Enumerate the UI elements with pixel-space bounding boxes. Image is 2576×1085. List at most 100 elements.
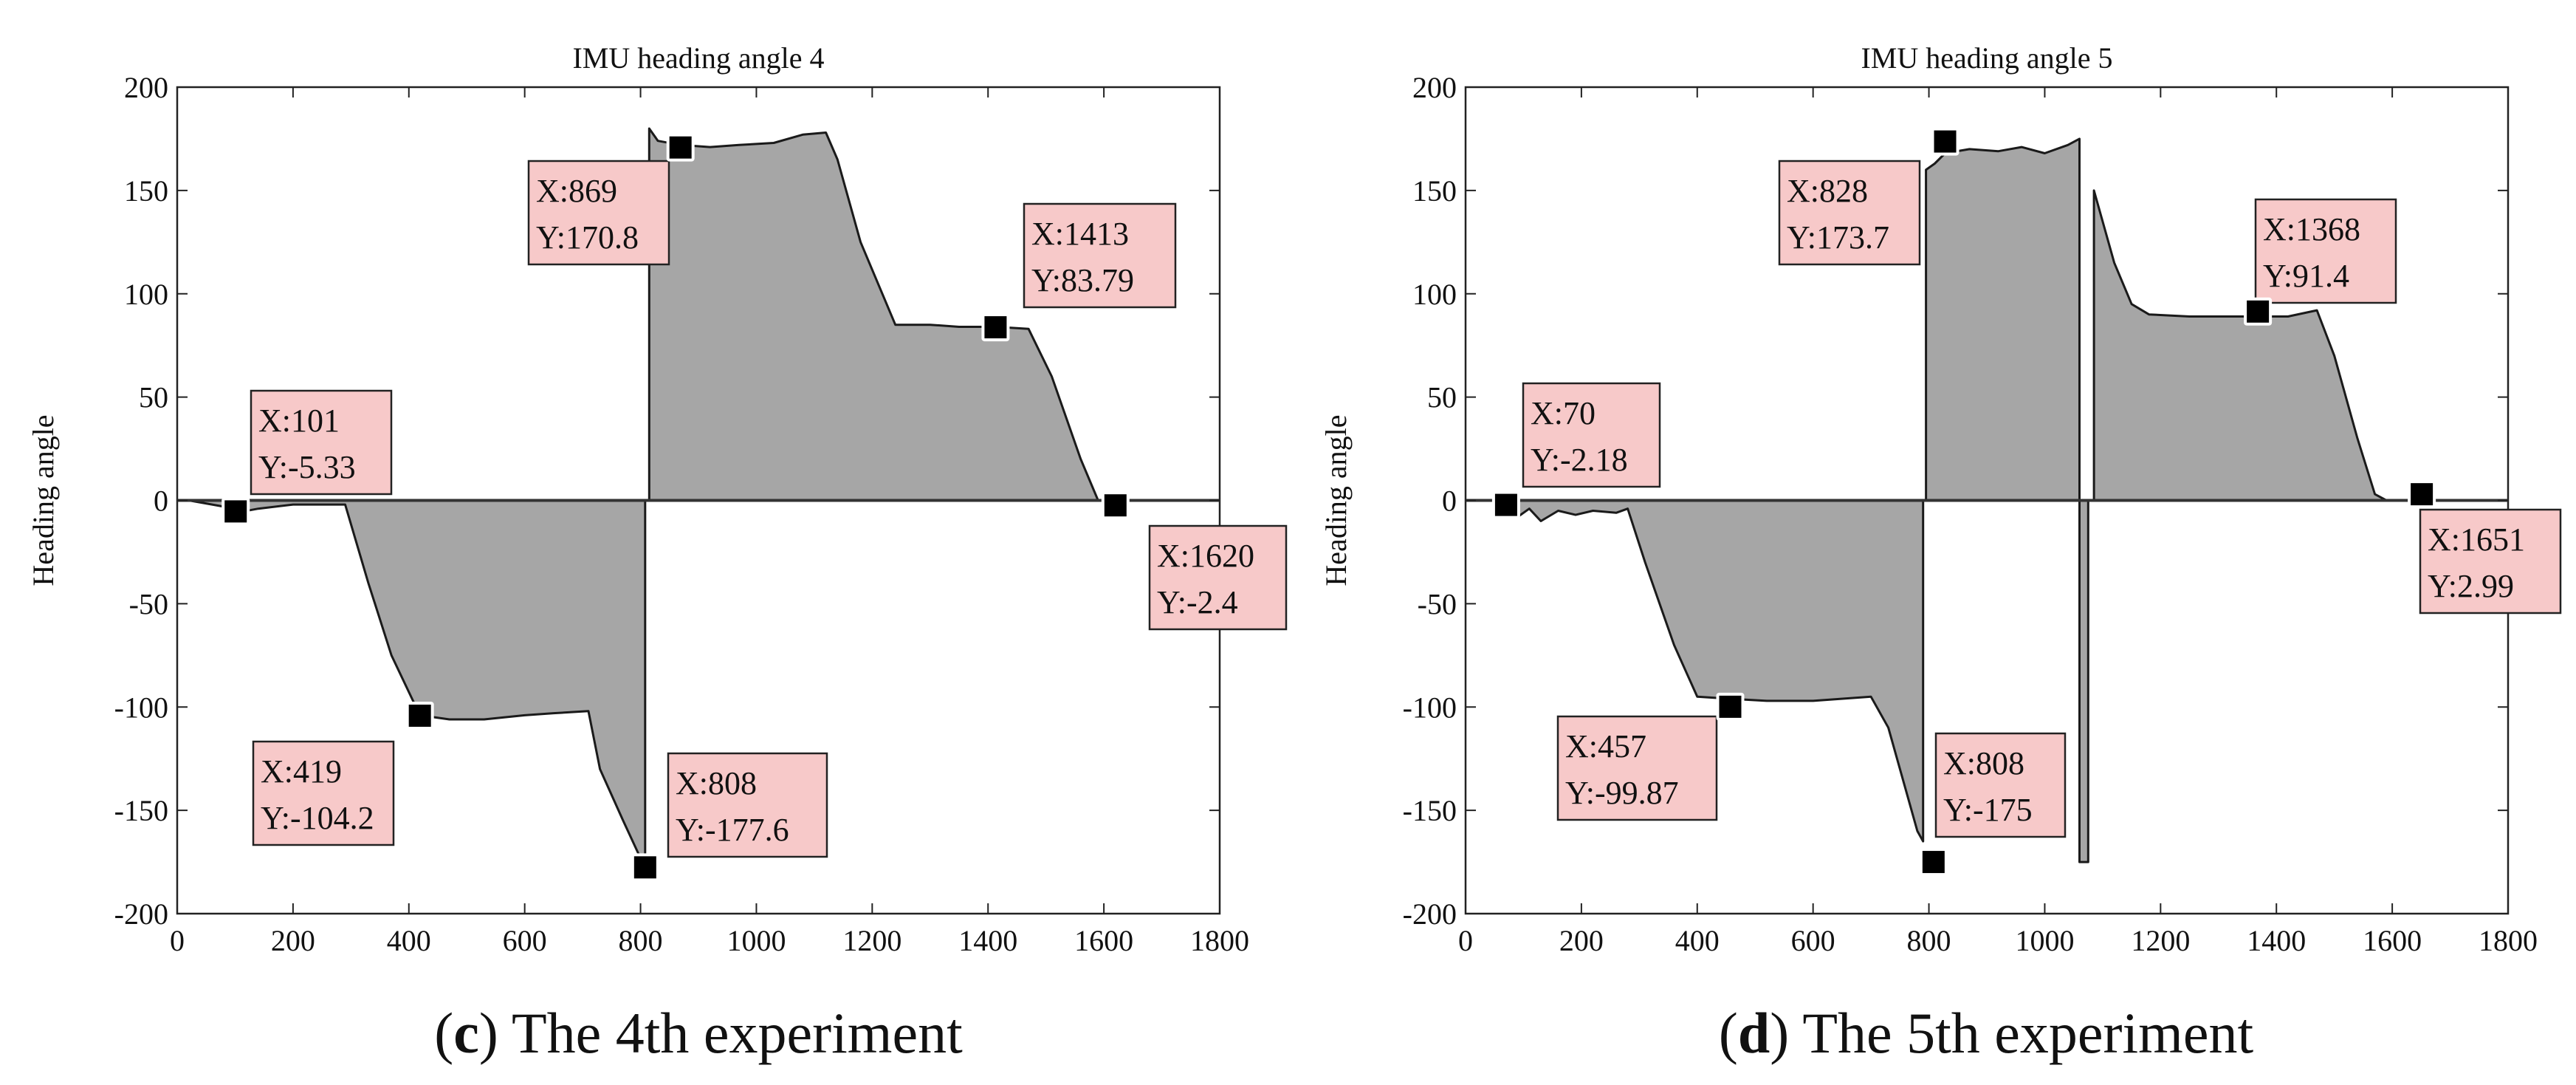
data-tip: X:1413 Y:83.79 xyxy=(1023,202,1177,309)
data-tip-y: Y:-2.18 xyxy=(1531,442,1628,478)
x-tick-label: 200 xyxy=(1559,924,1604,957)
data-marker xyxy=(224,500,247,523)
data-tip-y: Y:91.4 xyxy=(2263,258,2349,294)
x-tick-label: 1200 xyxy=(2131,924,2190,957)
y-tick-label: 50 xyxy=(139,381,168,414)
data-tip: X:101 Y:-5.33 xyxy=(250,389,393,496)
data-tip-box xyxy=(1148,524,1288,631)
x-tick-label: 800 xyxy=(1907,924,1951,957)
data-tip-x: X:457 xyxy=(1565,728,1646,764)
x-tick-label: 1000 xyxy=(2015,924,2074,957)
data-tip-x: X:1413 xyxy=(1031,216,1129,252)
y-tick-label: 100 xyxy=(124,278,168,311)
data-tip-y: Y:173.7 xyxy=(1787,219,1889,256)
y-tick-label: -200 xyxy=(114,897,168,931)
data-tip: X:419 Y:-104.2 xyxy=(252,740,395,846)
data-tip-box xyxy=(2419,508,2562,615)
y-tick-label: 50 xyxy=(1427,381,1457,414)
x-tick-label: 400 xyxy=(1675,924,1720,957)
data-tip-box xyxy=(1556,715,1718,821)
data-tip-y: Y:-99.87 xyxy=(1565,775,1679,811)
x-tick-label: 600 xyxy=(503,924,547,957)
data-tip-x: X:828 xyxy=(1787,173,1868,209)
data-tip-x: X:1651 xyxy=(2428,521,2525,558)
data-tip: X:1620 Y:-2.4 xyxy=(1148,524,1288,631)
data-tip: X:869 Y:170.8 xyxy=(527,160,670,266)
data-tip-y: Y:-177.6 xyxy=(676,812,789,848)
x-tick-label: 200 xyxy=(271,924,315,957)
data-marker xyxy=(633,856,656,879)
series-area-segment xyxy=(1505,499,1925,843)
data-tip-y: Y:2.99 xyxy=(2428,568,2514,604)
chart-title: IMU heading angle 4 xyxy=(572,41,824,75)
caption-letter: c xyxy=(453,1001,479,1065)
y-tick-label: 150 xyxy=(124,174,168,208)
data-tip-y: Y:83.79 xyxy=(1031,262,1134,298)
y-axis-label: Heading angle xyxy=(27,414,60,586)
data-marker xyxy=(1719,695,1742,718)
x-tick-label: 1400 xyxy=(2247,924,2306,957)
y-tick-label: -100 xyxy=(114,691,168,724)
data-tip: X:828 Y:173.7 xyxy=(1778,160,1921,266)
chart-panel-2: 0 200 400 600 800 1000 1200 1400 1600 18002001501… xyxy=(1319,41,2562,1065)
data-marker xyxy=(1922,851,1945,874)
x-tick-label: 0 xyxy=(1458,924,1473,957)
data-tip-y: Y:-5.33 xyxy=(258,449,356,485)
y-tick-label: -150 xyxy=(114,794,168,827)
x-tick-label: 400 xyxy=(387,924,431,957)
data-tip-y: Y:-175 xyxy=(1943,792,2033,828)
data-tip-x: X:1368 xyxy=(2263,211,2360,247)
x-tick-label: 1800 xyxy=(2479,924,2538,957)
data-tip-box xyxy=(527,160,670,266)
y-tick-label: -50 xyxy=(129,587,168,620)
y-tick-label: 100 xyxy=(1412,278,1457,311)
data-marker xyxy=(1104,494,1127,517)
data-tip-x: X:869 xyxy=(536,173,617,209)
y-tick-label: -150 xyxy=(1403,794,1457,827)
y-tick-label: 0 xyxy=(154,485,168,518)
y-tick-label: -50 xyxy=(1418,587,1457,620)
y-tick-label: -200 xyxy=(1403,897,1457,931)
y-tick-label: 200 xyxy=(124,71,168,104)
data-tip-y: Y:170.8 xyxy=(536,219,639,256)
y-tick-label: -100 xyxy=(1403,691,1457,724)
caption-close-paren: ) xyxy=(1770,1001,1789,1065)
data-marker xyxy=(408,704,431,727)
chart-title: IMU heading angle 5 xyxy=(1861,41,2112,75)
data-tip-box xyxy=(1934,732,2067,838)
data-tip-x: X:101 xyxy=(258,403,340,439)
data-tip-box xyxy=(250,389,393,496)
data-tip-box xyxy=(1778,160,1921,266)
data-tip-box xyxy=(1522,382,1661,488)
data-tip-y: Y:-2.4 xyxy=(1157,584,1238,620)
y-tick-label: 200 xyxy=(1412,71,1457,104)
data-tip-x: X:808 xyxy=(1943,745,2024,781)
data-tip: X:70 Y:-2.18 xyxy=(1522,382,1661,488)
x-tick-label: 1600 xyxy=(2363,924,2422,957)
x-tick-label: 600 xyxy=(1791,924,1835,957)
data-tip: X:808 Y:-175 xyxy=(1934,732,2067,838)
chart-panel-1: 0 200 400 600 800 1000 1200 1400 1600 18002001501… xyxy=(27,41,1288,1065)
x-tick-label: 1200 xyxy=(842,924,901,957)
data-tip-box xyxy=(1023,202,1177,309)
data-marker xyxy=(984,316,1007,339)
x-tick-label: 0 xyxy=(170,924,185,957)
data-tip-y: Y:-104.2 xyxy=(261,800,374,836)
data-marker xyxy=(669,136,692,159)
data-tip: X:1368 Y:91.4 xyxy=(2254,198,2397,304)
figure-caption: (d) The 5th experiment xyxy=(1719,1001,2254,1065)
x-tick-label: 1600 xyxy=(1074,924,1133,957)
data-tip-x: X:70 xyxy=(1531,395,1596,431)
data-tip-x: X:1620 xyxy=(1157,538,1254,574)
caption-open-paren: ( xyxy=(1719,1001,1738,1065)
y-tick-label: 150 xyxy=(1412,174,1457,208)
data-tip: X:457 Y:-99.87 xyxy=(1556,715,1718,821)
caption-text: The 4th experiment xyxy=(498,1001,963,1065)
data-tip-x: X:419 xyxy=(261,753,342,790)
caption-text: The 5th experiment xyxy=(1789,1001,2253,1065)
caption-letter: d xyxy=(1738,1001,1770,1065)
caption-open-paren: ( xyxy=(434,1001,453,1065)
data-tip-box xyxy=(667,752,828,858)
y-tick-label: 0 xyxy=(1442,485,1457,518)
